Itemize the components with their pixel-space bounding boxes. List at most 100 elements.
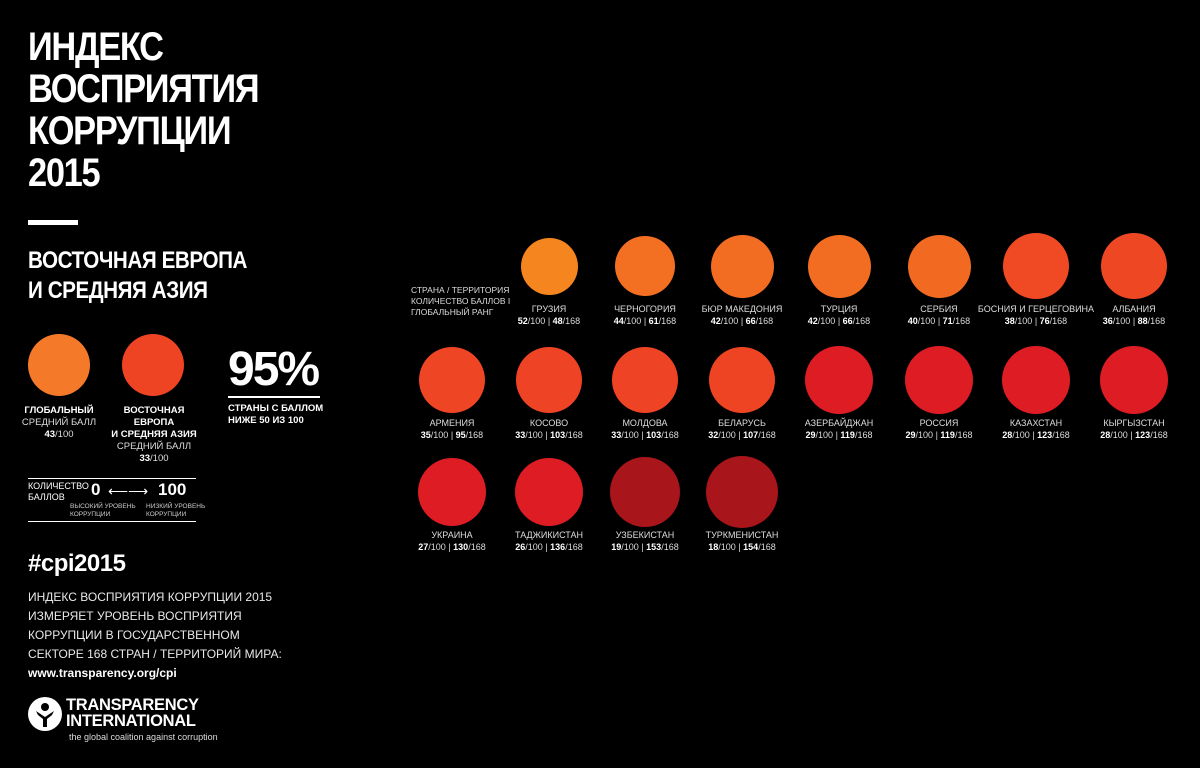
- rank-value: 48: [552, 316, 563, 326]
- region-average-title-2: И СРЕДНЯЯ АЗИЯ: [111, 429, 197, 440]
- score-value: 44: [613, 316, 624, 326]
- title-divider: [28, 220, 78, 225]
- score-scale: [28, 478, 196, 522]
- global-average-circle: [28, 334, 90, 396]
- country-name: ГРУЗИЯ: [531, 304, 567, 314]
- country-score-circle: [612, 347, 678, 413]
- score-value: 32: [708, 430, 719, 440]
- rank-value: 153: [646, 542, 662, 552]
- stat-value: 95%: [228, 343, 320, 396]
- country-score: 32/100 | 107/168: [708, 430, 776, 440]
- country-item: БЮР МАКЕДОНИЯ 42/100 | 66/168: [677, 232, 807, 327]
- country-score-circle: [1100, 346, 1168, 414]
- rank-value: 103: [646, 430, 662, 440]
- country-name: СЕРБИЯ: [920, 304, 958, 314]
- country-score: 29/100 | 119/168: [805, 430, 873, 440]
- country-score: 42/100 | 66/168: [807, 316, 871, 326]
- rank-value: 107: [743, 430, 759, 440]
- logo-line-1: TRANSPARENCY: [66, 696, 199, 714]
- country-score-circle: [1101, 233, 1167, 299]
- logo-line-2: INTERNATIONAL: [66, 712, 196, 730]
- country-score-circle: [907, 234, 971, 298]
- stat-divider: [228, 396, 320, 398]
- region-subtitle: ВОСТОЧНАЯ ЕВРОПА И СРЕДНЯЯ АЗИЯ: [28, 246, 312, 306]
- country-score: 28/100 | 123/168: [1002, 430, 1070, 440]
- country-item: СЕРБИЯ 40/100 | 71/168: [874, 232, 1004, 327]
- subtitle-line: ВОСТОЧНАЯ ЕВРОПА: [28, 247, 247, 274]
- score-value: 26: [515, 542, 526, 552]
- subtitle-line: И СРЕДНЯЯ АЗИЯ: [28, 277, 208, 304]
- description-text: ИНДЕКС ВОСПРИЯТИЯ КОРРУПЦИИ 2015 ИЗМЕРЯЕ…: [28, 590, 282, 661]
- scale-min-caption: ВЫСОКИЙ УРОВЕНЬ КОРРУПЦИИ: [70, 503, 136, 518]
- score-value: 42: [807, 316, 818, 326]
- description: ИНДЕКС ВОСПРИЯТИЯ КОРРУПЦИИ 2015 ИЗМЕРЯЕ…: [28, 588, 298, 683]
- country-score: 52/100 | 48/168: [517, 316, 581, 326]
- global-average-sub: СРЕДНИЙ БАЛЛ: [21, 417, 97, 428]
- country-score: 42/100 | 66/168: [710, 316, 774, 326]
- country-name: БЮР МАКЕДОНИЯ: [701, 304, 783, 314]
- title-line: ИНДЕКС: [28, 25, 164, 69]
- country-score-circle: [615, 236, 675, 296]
- rank-value: 123: [1037, 430, 1053, 440]
- region-average-sub: СРЕДНИЙ БАЛЛ: [116, 441, 192, 452]
- region-average-max: /100: [150, 453, 169, 464]
- country-item: ЧЕРНОГОРИЯ 44/100 | 61/168: [580, 232, 710, 327]
- double-arrow-icon: ⟵⟶: [108, 483, 149, 499]
- region-average-circle: [122, 334, 184, 396]
- score-value: 27: [418, 542, 429, 552]
- country-name: РОССИЯ: [919, 418, 959, 428]
- country-score: 29/100 | 119/168: [905, 430, 973, 440]
- country-score: 36/100 | 88/168: [1102, 316, 1166, 326]
- country-item: РОССИЯ 29/100 | 119/168: [874, 346, 1004, 441]
- score-value: 28: [1100, 430, 1111, 440]
- score-value: 33: [515, 430, 526, 440]
- score-value: 29: [905, 430, 916, 440]
- country-score: 38/100 | 76/168: [1004, 316, 1068, 326]
- country-score-circle: [418, 458, 486, 526]
- scale-min: 0: [91, 480, 101, 499]
- title-line: 2015: [28, 151, 101, 195]
- country-name: ТАДЖИКИСТАН: [515, 530, 583, 540]
- country-item: КАЗАХСТАН 28/100 | 123/168: [971, 346, 1101, 441]
- scale-max-caption: НИЗКИЙ УРОВЕНЬ КОРРУПЦИИ: [146, 503, 206, 518]
- ti-emblem-icon: [28, 697, 62, 731]
- country-score-circle: [1003, 233, 1069, 299]
- score-value: 35: [420, 430, 431, 440]
- page-title: ИНДЕКС ВОСПРИЯТИЯ КОРРУПЦИИ 2015: [28, 26, 312, 194]
- country-name: МОЛДОВА: [622, 418, 668, 428]
- rank-value: 88: [1137, 316, 1148, 326]
- country-score: 35/100 | 95/168: [420, 430, 484, 440]
- country-name: БЕЛАРУСЬ: [718, 418, 766, 428]
- country-item: БОСНИЯ И ГЕРЦЕГОВИНА 38/100 | 76/168: [971, 232, 1101, 327]
- rank-value: 123: [1135, 430, 1151, 440]
- score-value: 29: [805, 430, 816, 440]
- country-name: ЧЕРНОГОРИЯ: [614, 304, 676, 314]
- country-score: 44/100 | 61/168: [613, 316, 677, 326]
- rank-value: 71: [942, 316, 953, 326]
- score-value: 52: [517, 316, 528, 326]
- country-name: АЗЕРБАЙДЖАН: [804, 418, 874, 428]
- rank-value: 95: [455, 430, 466, 440]
- title-line: КОРРУПЦИИ: [28, 109, 232, 153]
- country-name: АЛБАНИЯ: [1112, 304, 1156, 314]
- rank-value: 76: [1039, 316, 1050, 326]
- country-score-circle: [419, 347, 485, 413]
- country-score: 26/100 | 136/168: [515, 542, 583, 552]
- country-item: МОЛДОВА 33/100 | 103/168: [580, 346, 710, 441]
- description-link[interactable]: www.transparency.org/cpi: [28, 666, 177, 680]
- score-value: 36: [1102, 316, 1113, 326]
- logo-wordmark: TRANSPARENCY INTERNATIONAL: [66, 696, 199, 730]
- global-average-score: 43: [44, 429, 56, 440]
- score-value: 40: [907, 316, 918, 326]
- country-item: КЫРГЫЗСТАН 28/100 | 123/168: [1069, 346, 1199, 441]
- country-item: БЕЛАРУСЬ 32/100 | 107/168: [677, 346, 807, 441]
- country-score-circle: [520, 237, 578, 295]
- country-item: АЛБАНИЯ 36/100 | 88/168: [1069, 232, 1199, 327]
- rank-value: 119: [840, 430, 855, 440]
- country-score: 33/100 | 103/168: [611, 430, 679, 440]
- country-item: ТАДЖИКИСТАН 26/100 | 136/168: [484, 458, 614, 553]
- stat-label: СТРАНЫ С БАЛЛОМ НИЖЕ 50 ИЗ 100: [228, 403, 324, 426]
- score-value: 18: [708, 542, 719, 552]
- country-score-circle: [706, 456, 778, 528]
- country-item: АЗЕРБАЙДЖАН 29/100 | 119/168: [774, 346, 904, 441]
